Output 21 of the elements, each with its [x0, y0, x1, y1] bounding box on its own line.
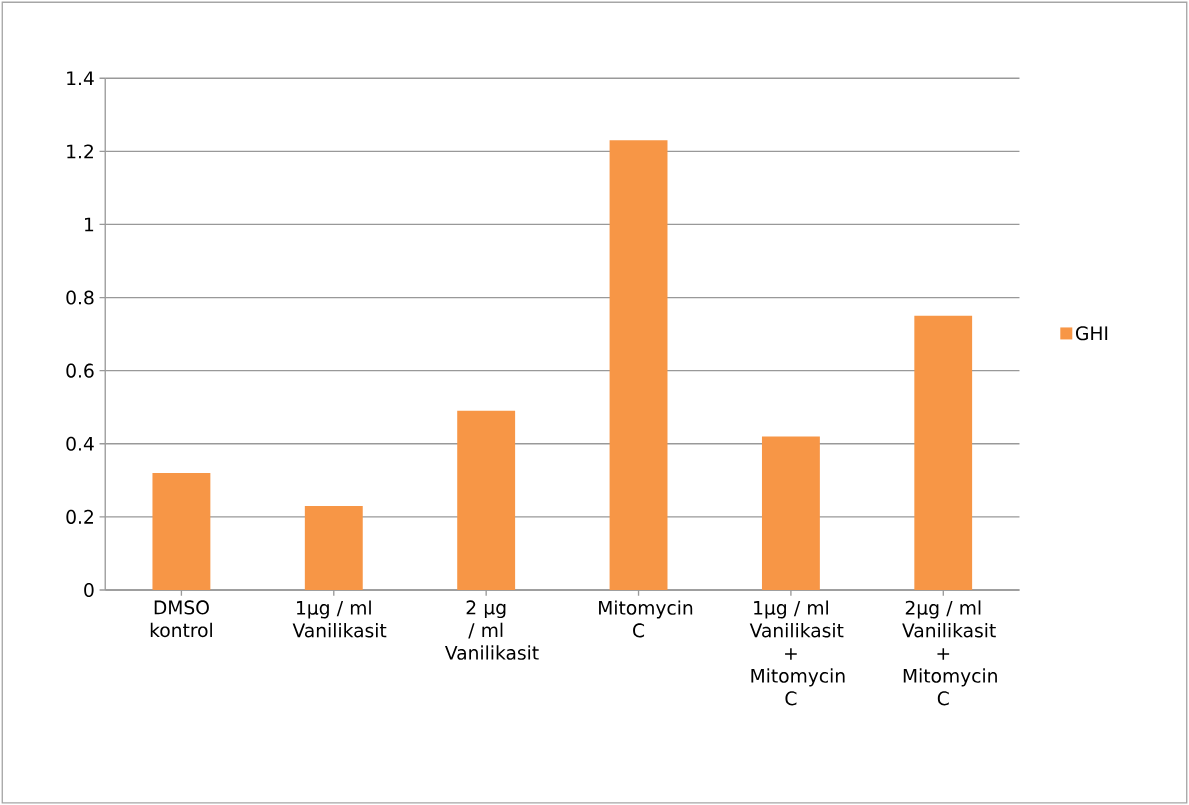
x-tick-label: 1µg / ml Vanilikasit + Mitomycin C [749, 600, 845, 706]
y-tick-label: 0.2 [66, 509, 93, 524]
y-tick-label: 0.6 [66, 363, 94, 378]
y-tick-label: 1.2 [67, 144, 93, 159]
y-tick-label: 1.4 [67, 71, 94, 85]
x-tick-label: DMSO kontrol [150, 600, 212, 638]
y-tick-label: 0 [84, 582, 94, 597]
legend-label: GHI [1076, 326, 1108, 341]
bar [609, 140, 668, 590]
bar [152, 472, 211, 590]
bar [457, 410, 516, 590]
x-tick-label: 2 µg / ml Vanilikasit [444, 600, 539, 660]
bar [304, 505, 363, 590]
y-tick-label: 1 [85, 217, 94, 232]
x-tick-label: 1µg / ml Vanilikasit [292, 600, 387, 638]
y-tick-label: 0.8 [66, 290, 94, 305]
bar [761, 436, 820, 590]
x-tick-label: 2µg / ml Vanilikasit + Mitomycin C [902, 600, 997, 706]
bar [914, 315, 973, 590]
x-tick-label: Mitomycin C [599, 600, 693, 638]
y-tick-label: 0.4 [66, 436, 94, 451]
